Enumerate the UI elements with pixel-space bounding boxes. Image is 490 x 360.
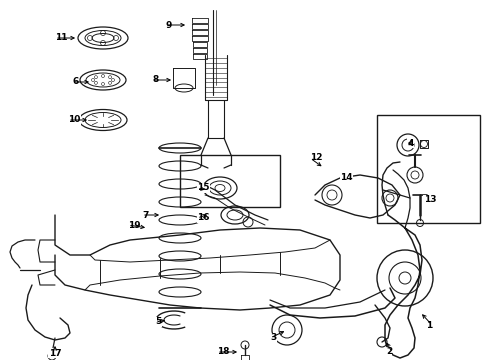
Text: 10: 10 — [68, 116, 80, 125]
Text: 2: 2 — [386, 347, 392, 356]
Text: 12: 12 — [310, 153, 322, 162]
Text: 6: 6 — [72, 77, 78, 86]
Text: 4: 4 — [408, 139, 414, 148]
Text: 13: 13 — [424, 195, 436, 204]
Text: 7: 7 — [142, 211, 148, 220]
Text: 8: 8 — [152, 76, 158, 85]
Text: 18: 18 — [217, 347, 229, 356]
Text: 3: 3 — [270, 333, 276, 342]
Text: 11: 11 — [55, 33, 68, 42]
Text: 5: 5 — [155, 318, 161, 327]
Text: 16: 16 — [197, 213, 210, 222]
Text: 1: 1 — [426, 320, 432, 329]
Text: 14: 14 — [340, 174, 353, 183]
Bar — [180, 155, 280, 207]
Text: 9: 9 — [165, 21, 172, 30]
Text: 17: 17 — [49, 348, 61, 357]
Text: 19: 19 — [128, 220, 141, 230]
Text: 15: 15 — [197, 184, 210, 193]
Bar — [377, 115, 480, 223]
